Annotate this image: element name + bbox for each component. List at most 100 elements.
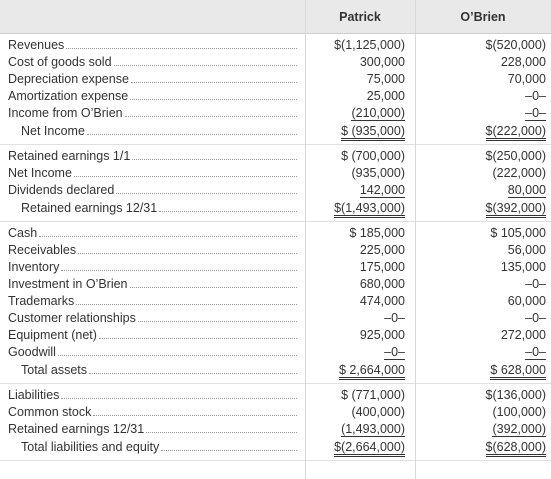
row-label-cell: Customer relationships [0, 311, 305, 325]
row-label: Equipment (net) [8, 327, 97, 342]
amount: 175,000 [359, 259, 405, 274]
dot-leader [116, 184, 297, 194]
section: Retained earnings 1/1 $ (700,000) $(250,00… [0, 145, 551, 222]
dot-leader [146, 423, 297, 433]
row-label-cell: Retained earnings 12/31 [0, 422, 305, 436]
amount: 228,000 [500, 54, 546, 69]
amount: 80,000 [507, 182, 546, 198]
amount: $(392,000) [485, 201, 546, 218]
dot-leader [130, 73, 297, 83]
amount: 272,000 [500, 327, 546, 342]
amount: 60,000 [507, 293, 546, 308]
line-item: Dividends declared 142,000 80,000 [0, 181, 551, 198]
amount: (100,000) [492, 404, 546, 419]
line-item: Cost of goods sold 300,000 228,000 [0, 53, 551, 70]
amount: 135,000 [500, 259, 546, 274]
amount-cell: (400,000) [305, 405, 415, 419]
amount: 25,000 [366, 88, 405, 103]
dot-leader [161, 441, 297, 451]
amount: (210,000) [351, 105, 405, 121]
row-label-cell: Liabilities [0, 388, 305, 402]
amount-cell: 272,000 [415, 328, 551, 342]
amount-cell: –0– [415, 344, 551, 360]
amount: 300,000 [359, 54, 405, 69]
amount: $(520,000) [485, 37, 546, 52]
amount-cell: –0– [415, 89, 551, 103]
dot-leader [61, 389, 297, 399]
amount: $ (700,000) [341, 148, 405, 163]
line-item: Customer relationships –0– –0– [0, 309, 551, 326]
amount-cell: 60,000 [415, 294, 551, 308]
amount-cell: –0– [415, 277, 551, 291]
amount-cell: 80,000 [415, 182, 551, 198]
section: Revenues $(1,125,000) $(520,000) Cost of go… [0, 34, 551, 145]
amount-cell: –0– [305, 344, 415, 360]
amount: (1,493,000) [341, 421, 405, 437]
amount-cell: 225,000 [305, 243, 415, 257]
amount: $(136,000) [485, 387, 546, 402]
amount-cell: $(2,664,000) [305, 440, 415, 457]
line-item: Investment in O’Brien 680,000 –0– [0, 275, 551, 292]
line-item: Liabilities $ (771,000) $(136,000) [0, 386, 551, 403]
amount: 225,000 [359, 242, 405, 257]
line-item: Common stock (400,000) (100,000) [0, 403, 551, 420]
line-item: Equipment (net) 925,000 272,000 [0, 326, 551, 343]
amount-cell: –0– [415, 105, 551, 121]
row-label-cell: Net Income [0, 166, 305, 180]
amount-cell: 25,000 [305, 89, 415, 103]
row-label: Total assets [21, 363, 88, 377]
amount-cell: $ 628,000 [415, 363, 551, 380]
dot-leader [124, 107, 297, 117]
amount-cell: $(392,000) [415, 201, 551, 218]
row-label: Total liabilities and equity [21, 440, 160, 454]
line-item: Depreciation expense 75,000 70,000 [0, 70, 551, 87]
row-label: Net Income [8, 165, 72, 180]
amount-cell: –0– [305, 311, 415, 325]
amount-cell: 680,000 [305, 277, 415, 291]
row-label-cell: Trademarks [0, 294, 305, 308]
row-label: Retained earnings 1/1 [8, 148, 131, 163]
amount-cell: $(1,125,000) [305, 38, 415, 52]
total-row: Total assets $ 2,664,000 $ 628,000 [0, 360, 551, 380]
row-label-cell: Revenues [0, 38, 305, 52]
row-label-cell: Equipment (net) [0, 328, 305, 342]
line-item: Receivables 225,000 56,000 [0, 241, 551, 258]
line-item: Retained earnings 1/1 $ (700,000) $(250,00… [0, 147, 551, 164]
amount: $(250,000) [485, 148, 546, 163]
amount-cell: $(250,000) [415, 149, 551, 163]
amount-cell: 300,000 [305, 55, 415, 69]
amount-cell: $ (700,000) [305, 149, 415, 163]
line-item: Income from O’Brien (210,000) –0– [0, 104, 551, 121]
line-item: Retained earnings 12/31 (1,493,000) (392,0… [0, 420, 551, 437]
amount-cell: $(628,000) [415, 440, 551, 457]
total-row: Net Income $ (935,000) $(222,000) [0, 121, 551, 141]
amount: 680,000 [359, 276, 405, 291]
dot-leader [61, 261, 297, 271]
amount: $ (935,000) [341, 124, 405, 141]
amount-cell: 56,000 [415, 243, 551, 257]
row-label: Inventory [8, 259, 60, 274]
row-label: Retained earnings 12/31 [21, 201, 158, 215]
line-item: Net Income (935,000) (222,000) [0, 164, 551, 181]
row-label: Receivables [8, 242, 77, 257]
amount: $(1,125,000) [334, 37, 405, 52]
row-label-cell: Inventory [0, 260, 305, 274]
amount: $ 628,000 [490, 363, 546, 380]
dot-leader [57, 346, 297, 356]
dot-leader [113, 56, 297, 66]
row-label-cell: Income from O’Brien [0, 106, 305, 120]
amount-cell: 175,000 [305, 260, 415, 274]
dot-leader [129, 278, 297, 288]
line-item: Inventory 175,000 135,000 [0, 258, 551, 275]
dot-leader [78, 244, 297, 254]
line-item: Amortization expense 25,000 –0– [0, 87, 551, 104]
amount-cell: $(222,000) [415, 124, 551, 141]
dot-leader [98, 329, 297, 339]
row-label: Liabilities [8, 387, 60, 402]
row-label-cell: Goodwill [0, 345, 305, 359]
row-label-cell: Total assets [0, 363, 305, 377]
amount: –0– [384, 310, 405, 325]
total-row: Retained earnings 12/31 $(1,493,000) $(392… [0, 198, 551, 218]
line-item: Cash $ 185,000 $ 105,000 [0, 224, 551, 241]
